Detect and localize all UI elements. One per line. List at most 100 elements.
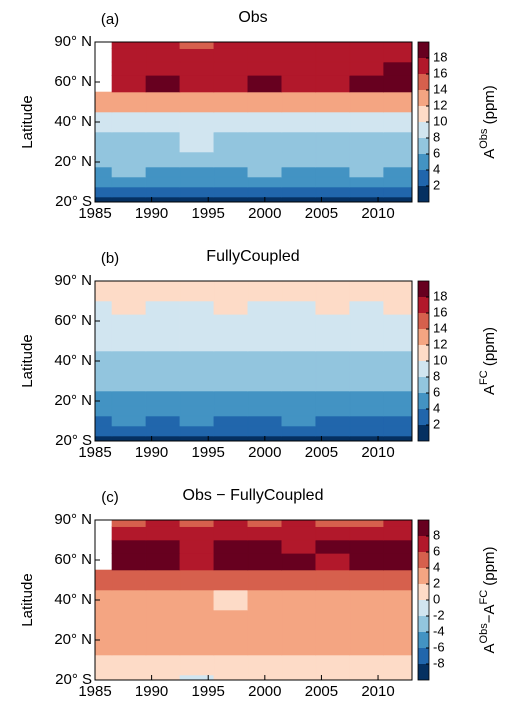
contour-cell (179, 519, 215, 527)
contour-cell (213, 425, 249, 437)
contour-cell (111, 589, 147, 611)
contour-cell (281, 287, 317, 302)
contour-cell (213, 644, 249, 656)
contour-cell (247, 415, 283, 427)
contour-cell (179, 629, 215, 646)
contour-cell (349, 415, 384, 427)
contour-cell (247, 176, 283, 188)
panel-title: Obs − FullyCoupled (183, 487, 324, 504)
contour-cell (213, 300, 249, 315)
colorbar-label-part: (ppm) (481, 547, 498, 590)
contour-cell (213, 553, 249, 571)
contour-cell (315, 589, 351, 611)
contour-cell (213, 435, 249, 442)
contour-cell (315, 300, 351, 315)
contour-cell (179, 41, 215, 49)
contour-cell (145, 350, 181, 372)
contour-cell (111, 674, 147, 681)
contour-cell (213, 539, 249, 554)
x-tick-label: 1995 (192, 444, 225, 461)
colorbar-tick-label: -8 (433, 655, 445, 670)
contour-cell (315, 609, 351, 631)
contour-cell (145, 370, 181, 392)
contour-cell (94, 435, 113, 442)
colorbar-tick-label: -4 (433, 623, 445, 638)
x-tick-label: 1990 (135, 205, 168, 222)
contour-cell (111, 111, 147, 133)
contour-cell (213, 664, 249, 676)
colorbar-tick-label: 0 (433, 591, 440, 606)
colorbar-swatch (418, 154, 429, 170)
contour-cell (247, 287, 283, 302)
contour-cell (349, 654, 384, 666)
contour-cell (383, 674, 413, 681)
contour-cell (315, 519, 351, 527)
contour-cell (247, 111, 283, 133)
contour-cell (111, 61, 147, 76)
y-tick-label: 40° N (54, 113, 92, 130)
contour-cell (315, 674, 351, 681)
colorbar-swatch (418, 393, 429, 409)
contour-cell (281, 390, 317, 407)
contour-cell (94, 186, 113, 198)
contour-cell (94, 91, 113, 113)
x-tick-label: 1985 (78, 444, 111, 461)
contour-cell (145, 330, 181, 352)
colorbar-tick-label: 12 (433, 97, 447, 112)
contour-cell (94, 131, 113, 153)
contour-cell (315, 390, 351, 407)
colorbar-swatch (418, 377, 429, 393)
colorbar-swatch (418, 584, 429, 600)
contour-cell (281, 539, 317, 554)
contour-cell (94, 196, 113, 203)
y-tick-label: 20° S (55, 432, 92, 449)
y-tick-label: 60° N (54, 312, 92, 329)
contour-cell (179, 664, 215, 676)
contour-cell (213, 287, 249, 302)
colorbar-swatch (418, 297, 429, 313)
contour-cell (315, 280, 351, 288)
contour-cell (315, 48, 351, 63)
contour-cell (94, 405, 113, 417)
contour-cell (247, 539, 283, 554)
contour-cell (111, 91, 147, 113)
contour-cell (247, 151, 283, 168)
contour-cell (111, 75, 147, 93)
contour-cell (349, 314, 384, 332)
colorbar-tick-label: 2 (433, 575, 440, 590)
contour-cell (383, 61, 413, 76)
contour-cell (111, 41, 147, 49)
contour-cell (145, 91, 181, 113)
contour-cell (213, 390, 249, 407)
colorbar-label-part: FC (478, 590, 490, 605)
x-tick-label: 2000 (248, 683, 281, 700)
contour-cell (281, 176, 317, 188)
contour-cell (383, 405, 413, 417)
contour-cell (315, 91, 351, 113)
y-tick-label: 90° N (54, 272, 92, 289)
y-tick-label: 40° N (54, 591, 92, 608)
contour-cell (383, 654, 413, 666)
contour-cell (349, 609, 384, 631)
colorbar-tick-label: 6 (433, 145, 440, 160)
colorbar-tick-label: -6 (433, 639, 445, 654)
contour-cell (349, 539, 384, 554)
contour-cell (145, 425, 181, 437)
contour-cell (383, 314, 413, 332)
contour-cell (383, 569, 413, 591)
contour-cell (94, 280, 113, 288)
contour-cell (213, 280, 249, 288)
contour-cell (247, 629, 283, 646)
x-tick-label: 2000 (248, 205, 281, 222)
contour-cell (94, 644, 113, 656)
y-tick-label: 60° N (54, 73, 92, 90)
contour-cell (247, 41, 283, 49)
contour-cell (281, 415, 317, 427)
panel: 1985 1990 1995 2000 2005 2010 20° S 20° N 40° N 6… (19, 248, 498, 461)
contour-cell (281, 644, 317, 656)
contour-cell (281, 435, 317, 442)
contour-cell (111, 370, 147, 392)
contour-cell (281, 569, 317, 591)
contour-cell (179, 91, 215, 113)
contour-cell (383, 166, 413, 178)
